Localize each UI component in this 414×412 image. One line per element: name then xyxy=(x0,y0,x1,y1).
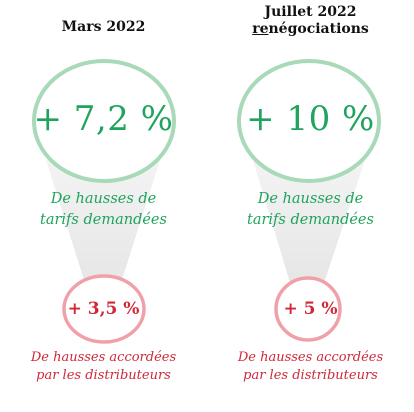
header-july-line2: renégociations xyxy=(207,21,414,38)
granted-circle xyxy=(274,276,342,342)
granted-circle xyxy=(62,274,146,344)
granted-label-line2: par les distributeurs xyxy=(243,368,378,383)
header-july: Juillet 2022 renégociations xyxy=(207,4,414,38)
header-july-line1: Juillet 2022 xyxy=(264,4,357,20)
header-july-underlined-prefix: re xyxy=(252,21,269,37)
requested-label-line1: De hausses de xyxy=(257,191,364,207)
column-march-2022: Mars 2022 + 7,2 % De hausses de tarifs d… xyxy=(0,19,207,385)
granted-increase-value: + 3,5 % xyxy=(67,299,140,319)
granted-increase-value: + 5 % xyxy=(283,299,338,319)
granted-increase-label: De hausses accordées par les distributeu… xyxy=(0,349,207,385)
granted-label-line1: De hausses accordées xyxy=(30,350,177,365)
granted-label-line2: par les distributeurs xyxy=(36,368,171,383)
granted-increase-label: De hausses accordées par les distributeu… xyxy=(207,349,414,385)
requested-increase-value: + 10 % xyxy=(246,99,375,139)
requested-label-line2: tarifs demandées xyxy=(40,212,167,228)
requested-label-line2: tarifs demandées xyxy=(247,212,374,228)
funnel-shape xyxy=(253,160,365,286)
requested-circle xyxy=(237,59,381,183)
requested-label-line1: De hausses de xyxy=(50,191,157,207)
requested-increase-value: + 7,2 % xyxy=(33,99,174,139)
header-march: Mars 2022 xyxy=(61,19,146,35)
granted-label-line1: De hausses accordées xyxy=(237,350,384,365)
requested-increase-label: De hausses de tarifs demandées xyxy=(207,189,414,231)
header-july-rest: négociations xyxy=(268,21,369,37)
funnel-shape xyxy=(46,160,160,286)
column-july-2022: Juillet 2022 renégociations + 10 % De ha… xyxy=(207,0,414,412)
funnel-graphic-july xyxy=(237,59,381,342)
requested-circle xyxy=(32,59,176,183)
requested-increase-label: De hausses de tarifs demandées xyxy=(0,189,207,231)
funnel-graphic-march xyxy=(32,59,176,344)
